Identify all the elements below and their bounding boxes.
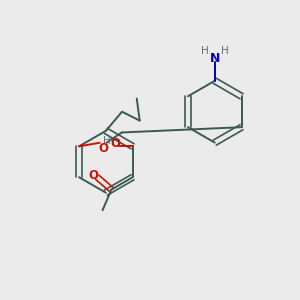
Text: N: N — [210, 52, 220, 65]
Text: H: H — [103, 136, 111, 146]
Text: H: H — [221, 46, 229, 56]
Text: O: O — [110, 137, 120, 151]
Text: O: O — [89, 169, 99, 182]
Text: H: H — [202, 46, 209, 56]
Text: O: O — [98, 142, 109, 154]
